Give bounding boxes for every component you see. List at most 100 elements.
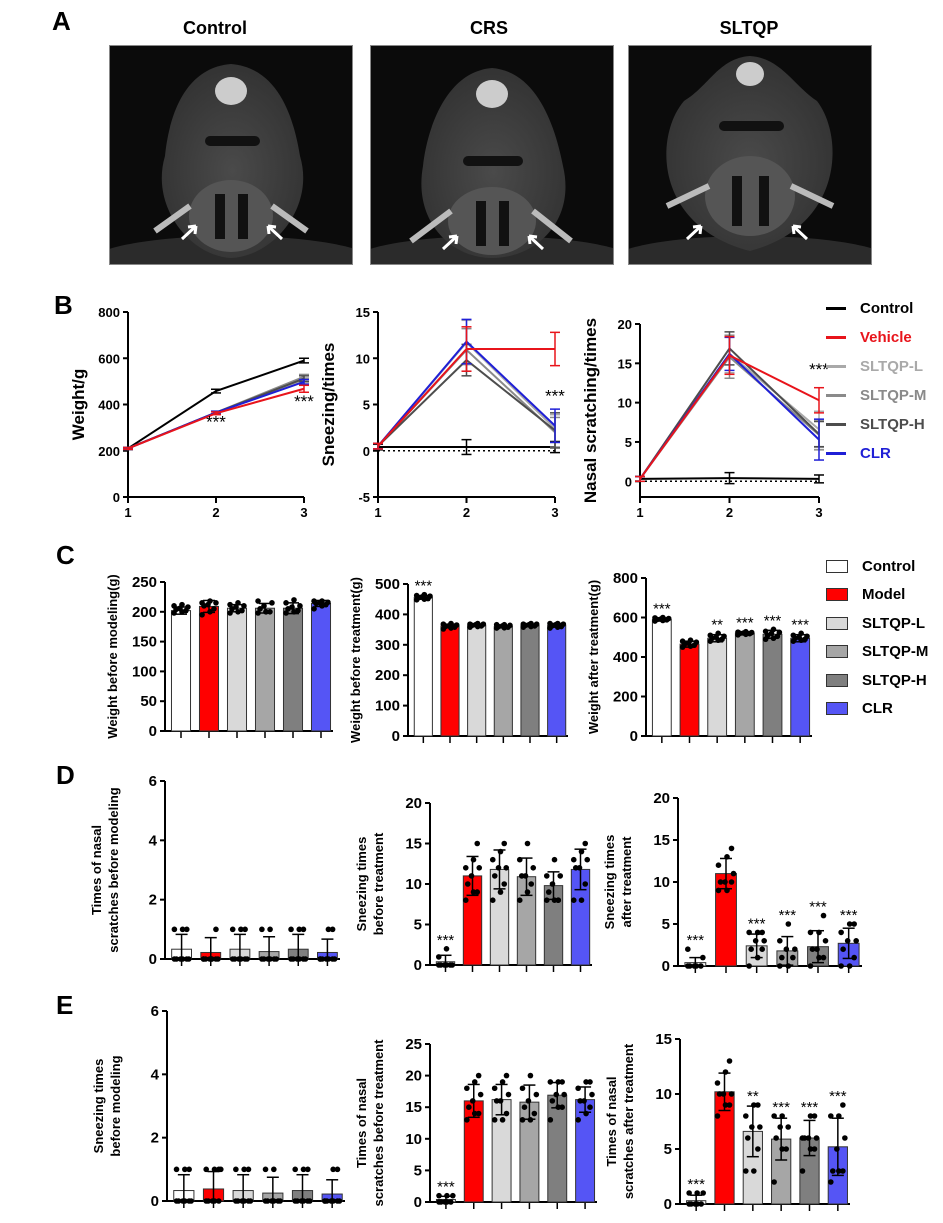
data-point — [334, 1166, 341, 1173]
data-point — [771, 1113, 777, 1119]
data-point — [531, 1110, 538, 1117]
data-point — [464, 1085, 470, 1092]
significance-marker: *** — [736, 615, 754, 632]
data-point — [216, 1166, 222, 1173]
data-point — [584, 856, 591, 863]
data-point — [245, 1166, 252, 1173]
data-point — [533, 621, 540, 627]
data-point — [480, 621, 487, 627]
data-point — [297, 603, 303, 609]
data-point — [798, 630, 804, 637]
data-point — [255, 610, 261, 616]
data-point — [557, 873, 564, 879]
y-tick-label: 150 — [132, 634, 157, 651]
y-tick-label: 800 — [98, 305, 120, 320]
data-point — [762, 628, 769, 635]
data-point — [528, 881, 535, 887]
data-point — [227, 601, 233, 608]
bar-model — [198, 605, 220, 732]
bar-control — [170, 610, 192, 732]
legend-label: SLTQP-H — [860, 416, 925, 433]
y-tick-label: 5 — [662, 916, 670, 933]
data-point — [660, 614, 666, 621]
data-point — [516, 856, 523, 863]
legend-item-sltqp-l: SLTQP-L — [826, 352, 926, 381]
data-point — [475, 1072, 482, 1079]
data-point — [735, 629, 741, 635]
legend-label: SLTQP-M — [862, 643, 929, 661]
data-point — [497, 1098, 504, 1104]
data-point — [448, 620, 454, 627]
bar-sltqp-h — [282, 607, 304, 732]
data-point — [311, 598, 317, 604]
y-tick-label: 200 — [132, 604, 157, 621]
y-tick-label: 250 — [132, 574, 157, 591]
data-point — [582, 881, 589, 887]
data-point — [813, 1135, 820, 1141]
data-point — [743, 1168, 749, 1174]
data-point — [263, 609, 269, 615]
data-point — [746, 929, 752, 936]
data-point — [724, 854, 730, 860]
data-point — [785, 1124, 791, 1130]
panel-label-d: D — [56, 760, 75, 790]
y-axis-label-line: scratches before treatment — [371, 1039, 386, 1207]
data-point — [805, 1135, 812, 1141]
chart-C2: 0 100 200 300 400 500 Weight before treatment(… — [348, 576, 568, 745]
data-point — [652, 615, 658, 621]
legend-box-swatch — [826, 559, 848, 573]
data-point — [298, 1198, 305, 1204]
y-tick-label: 10 — [356, 351, 370, 366]
data-point — [785, 921, 792, 927]
data-point — [838, 963, 844, 969]
legend-item-sltqp-h: SLTQP-H — [826, 666, 928, 695]
data-point — [277, 1198, 283, 1204]
data-point — [576, 865, 583, 871]
data-point — [319, 598, 325, 604]
chart-C3: 0 200 400 600 800 Weight after treatment(g) **… — [586, 570, 812, 745]
bar-sltqp-m — [734, 632, 755, 737]
significance-marker: *** — [206, 413, 226, 432]
data-point — [283, 610, 289, 616]
y-tick-label: 6 — [149, 773, 157, 790]
data-point — [853, 938, 859, 944]
legend-line-groups: Control Vehicle SLTQP-L SLTQP-M SLTQP-H CLR — [826, 294, 926, 468]
ct-nasal-region — [189, 180, 273, 252]
data-point — [543, 873, 550, 879]
legend-item-control: Control — [826, 552, 928, 581]
data-point — [331, 956, 338, 962]
x-tick-label: 3 — [551, 505, 558, 520]
data-point — [720, 1091, 727, 1097]
y-axis-label: Weight before modeling(g) — [105, 574, 120, 738]
data-point — [235, 600, 241, 606]
legend-box-swatch — [826, 673, 848, 687]
data-point — [247, 1198, 254, 1204]
legend-item-control: Control — [826, 294, 926, 323]
data-point — [227, 610, 233, 616]
data-point — [790, 632, 797, 639]
data-point — [715, 630, 721, 637]
y-tick-label: 10 — [405, 876, 422, 893]
legend-line-swatch — [826, 307, 846, 310]
data-point — [570, 856, 577, 863]
data-point — [236, 956, 242, 962]
significance-marker: *** — [791, 616, 809, 633]
data-point — [730, 870, 737, 877]
ct-title-control: Control — [183, 18, 247, 38]
bar-clr — [790, 637, 811, 737]
data-point — [203, 1166, 209, 1173]
data-point — [288, 926, 294, 933]
data-point — [520, 621, 527, 627]
data-point — [265, 956, 271, 962]
y-tick-label: 0 — [664, 1196, 672, 1213]
data-point — [466, 1104, 472, 1110]
y-tick-label: 300 — [375, 637, 400, 654]
x-tick-label: 3 — [300, 505, 307, 520]
y-axis-label: Times of nasal scratches before treatment — [354, 1039, 386, 1207]
significance-marker: *** — [653, 601, 671, 618]
ct-scan-graphic — [629, 56, 871, 264]
x-tick-label: 2 — [726, 505, 733, 520]
y-tick-label: 4 — [151, 1066, 160, 1083]
data-point — [783, 946, 790, 952]
chart-D1: 0 2 4 6 Times of nasal scratches before model… — [89, 773, 340, 968]
